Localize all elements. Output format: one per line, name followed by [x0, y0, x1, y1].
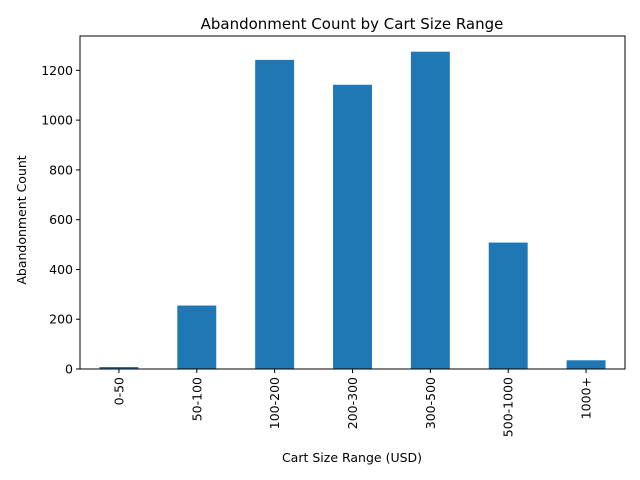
bar-50-100: [177, 305, 217, 369]
y-tick-label: 800: [49, 162, 73, 177]
y-tick-label: 400: [49, 262, 73, 277]
y-tick-label: 0: [65, 362, 73, 377]
y-tick-label: 200: [49, 312, 73, 327]
x-tick-label: 1000+: [579, 377, 594, 419]
x-tick-label: 500-1000: [501, 377, 516, 437]
bar-500-1000: [488, 242, 528, 369]
bar-200-300: [333, 84, 372, 369]
y-tick-label: 1000: [41, 113, 73, 128]
bar-0-50: [99, 367, 139, 369]
chart-title: Abandonment Count by Cart Size Range: [201, 15, 504, 33]
x-axis-ticks: 0-50 50-100 100-200 200-300 300-500 500-1000 1…: [111, 369, 594, 437]
plot-frame: [79, 35, 626, 370]
x-tick-label: 50-100: [189, 377, 204, 421]
x-tick-label: 100-200: [267, 377, 282, 429]
x-tick-label: 300-500: [423, 377, 438, 429]
x-axis-label: Cart Size Range (USD): [282, 450, 422, 465]
y-tick-label: 600: [49, 212, 73, 227]
y-axis-label: Abandonment Count: [14, 155, 29, 284]
y-tick-label: 1200: [41, 63, 73, 78]
bar-1000+: [566, 360, 606, 369]
bar-300-500: [410, 51, 450, 369]
x-tick-label: 200-300: [345, 377, 360, 429]
bar-100-200: [255, 59, 295, 370]
x-tick-label: 0-50: [111, 377, 126, 405]
y-axis-ticks: 0 200 400 600 800 1000 1200: [41, 63, 80, 377]
bars-group: [99, 51, 606, 370]
